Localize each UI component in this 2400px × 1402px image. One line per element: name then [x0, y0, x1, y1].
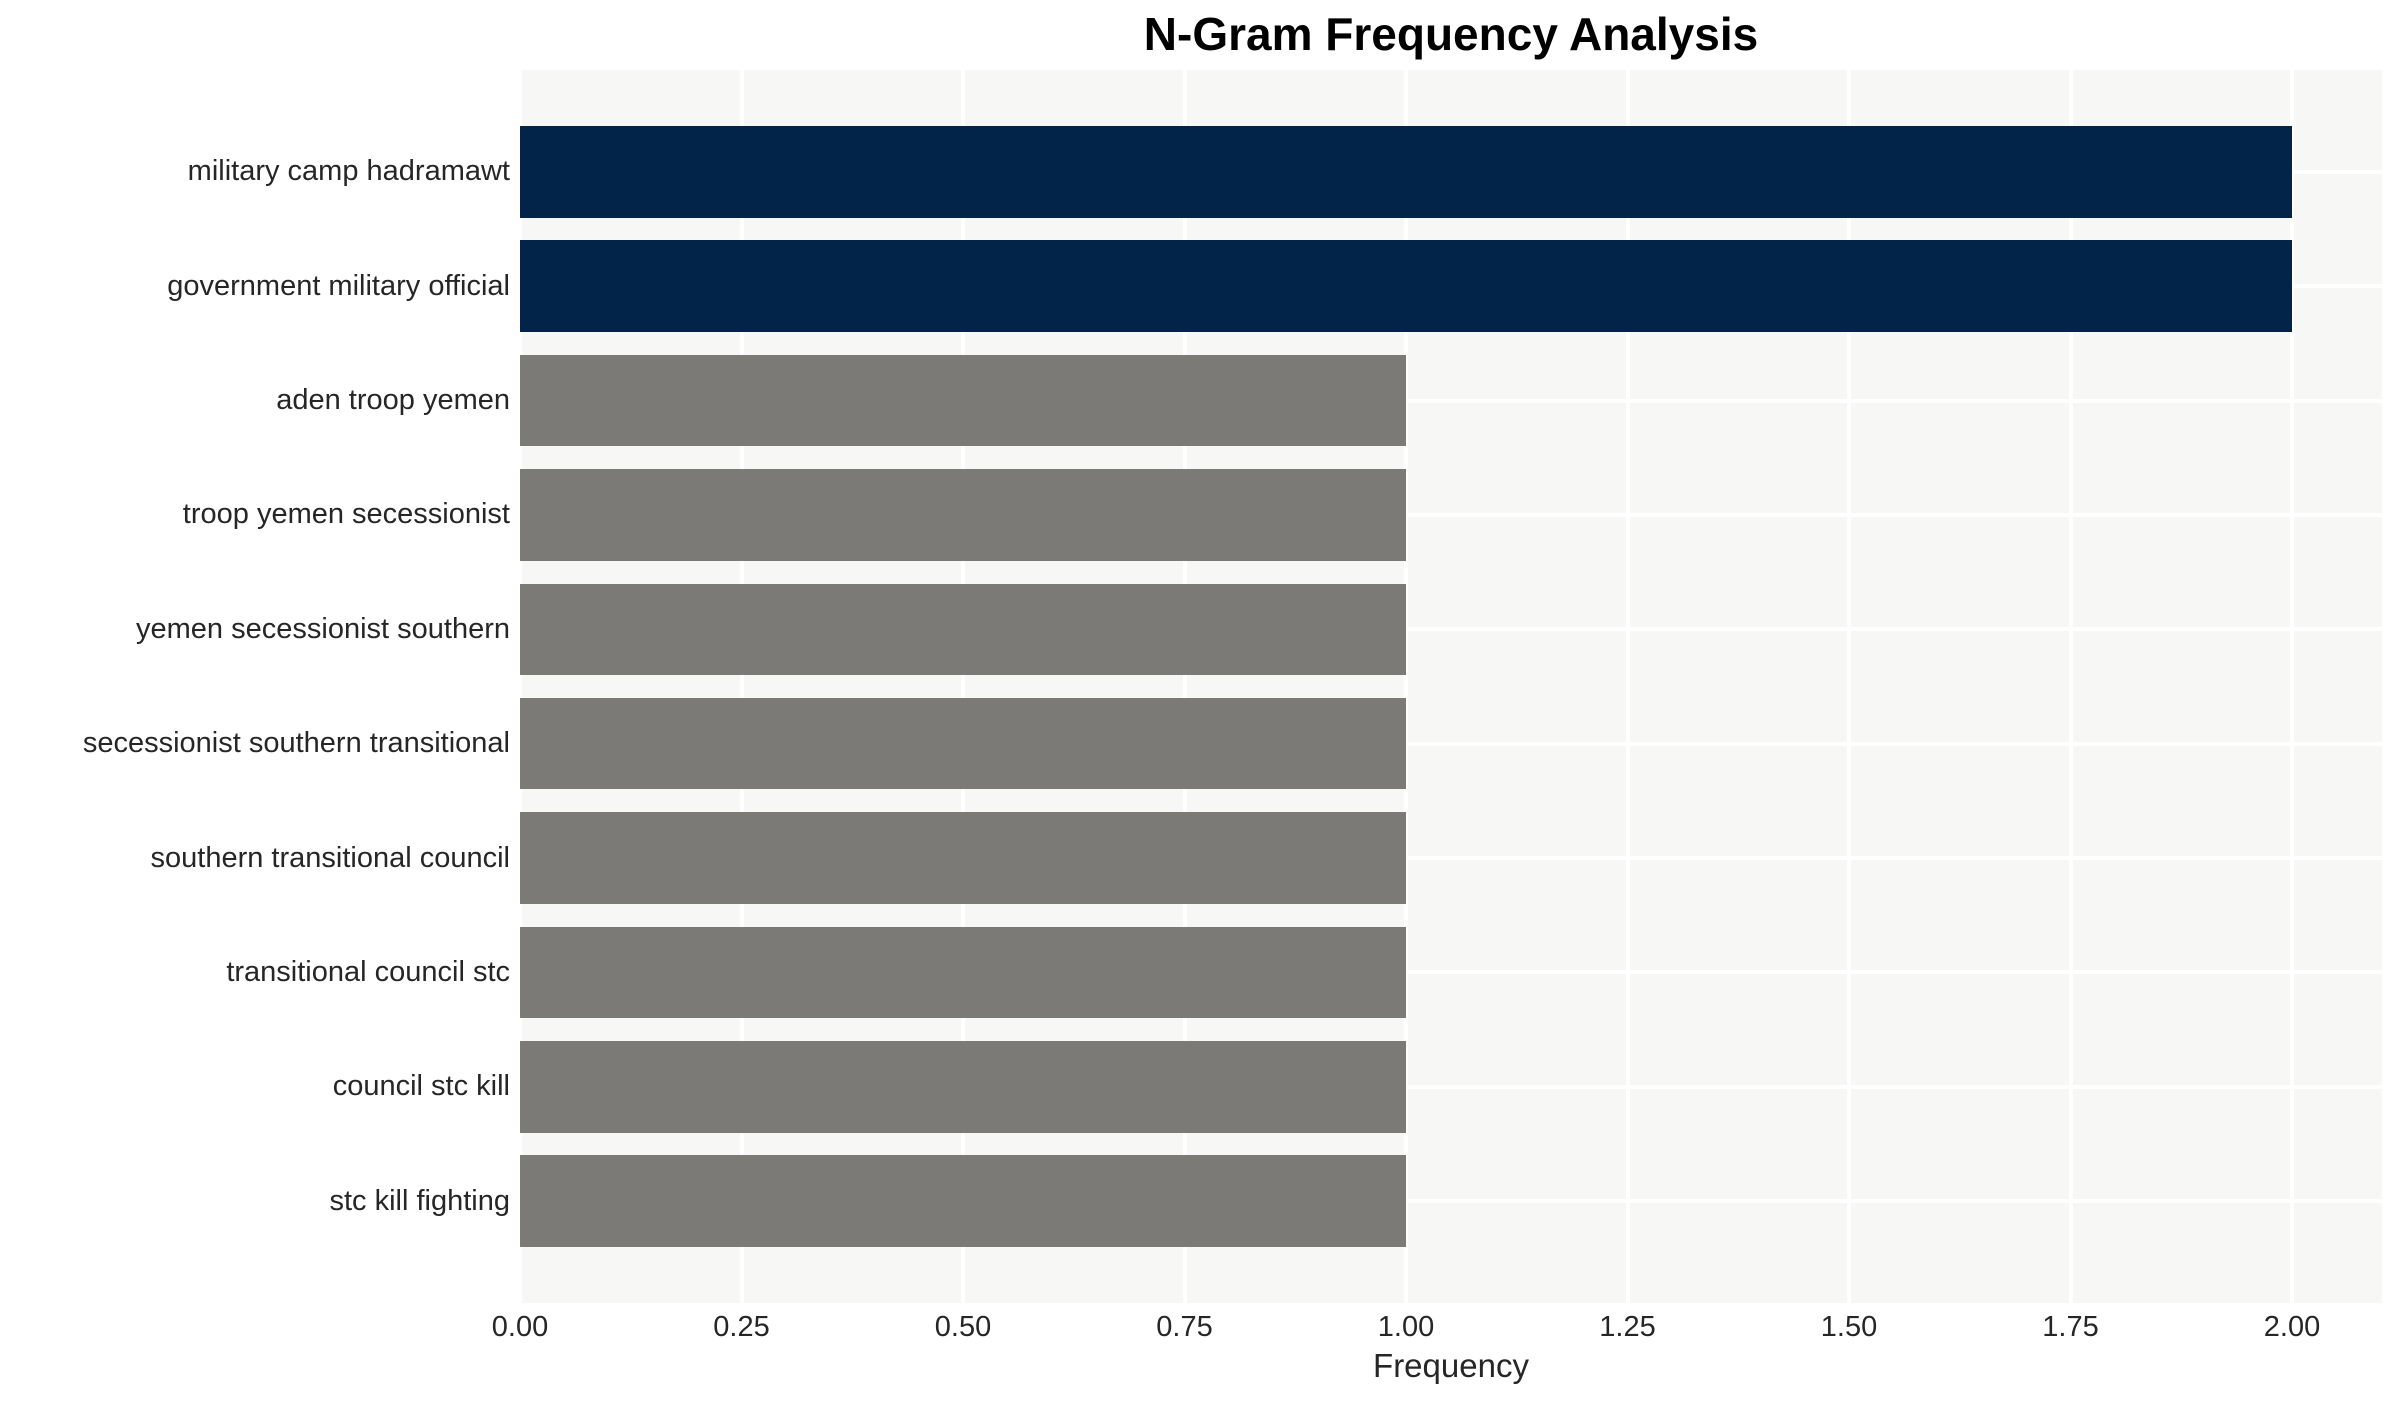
- y-tick-label: government military official: [167, 269, 510, 302]
- y-tick-label: troop yemen secessionist: [182, 498, 510, 531]
- v-gridline: [1404, 70, 1408, 1303]
- v-gridline: [739, 70, 744, 1303]
- h-gridline: [520, 512, 2382, 517]
- h-gridline: [520, 856, 2382, 861]
- y-tick-label: yemen secessionist southern: [136, 612, 510, 645]
- x-tick-label: 0.50: [934, 1311, 992, 1343]
- bar: [520, 240, 2292, 332]
- y-tick-label: southern transitional council: [150, 841, 510, 874]
- v-gridline: [1847, 70, 1851, 1303]
- bar: [520, 1155, 1406, 1247]
- y-tick-label: stc kill fighting: [329, 1184, 510, 1217]
- h-gridline: [520, 970, 2382, 975]
- h-gridline: [520, 1084, 2382, 1089]
- x-tick-label: 1.25: [1599, 1311, 1656, 1343]
- bar: [520, 926, 1406, 1019]
- bar: [520, 812, 1406, 904]
- v-gridline: [961, 70, 965, 1303]
- v-gridline: [2290, 70, 2294, 1303]
- v-gridline: [518, 70, 522, 1303]
- bar: [520, 583, 1406, 676]
- h-gridline: [520, 741, 2382, 746]
- h-gridline: [520, 627, 2382, 632]
- x-axis-title: Frequency: [1373, 1347, 1529, 1384]
- x-tick-label: 2.00: [2263, 1311, 2321, 1343]
- bar: [520, 354, 1406, 447]
- v-gridline: [1625, 70, 1630, 1303]
- bar: [520, 697, 1406, 790]
- v-gridline: [1182, 70, 1187, 1303]
- plot-area: [518, 70, 2382, 1303]
- y-tick-label: council stc kill: [332, 1070, 510, 1103]
- x-tick-label: 1.00: [1377, 1311, 1435, 1343]
- x-tick-label: 1.75: [2042, 1311, 2099, 1343]
- v-gridline: [2068, 70, 2073, 1303]
- bar: [520, 469, 1406, 561]
- h-gridline: [520, 1199, 2382, 1204]
- y-tick-label: transitional council stc: [226, 955, 510, 988]
- x-tick-label: 1.50: [1820, 1311, 1878, 1343]
- y-tick-label: military camp hadramawt: [187, 155, 510, 188]
- x-tick-label: 0.75: [1156, 1311, 1213, 1343]
- h-gridline: [520, 398, 2382, 403]
- bar: [520, 1041, 1406, 1133]
- bar: [520, 126, 2292, 218]
- chart-title: N-Gram Frequency Analysis: [1143, 8, 1759, 60]
- y-tick-label: aden troop yemen: [276, 384, 510, 417]
- x-tick-label: 0.00: [491, 1311, 549, 1343]
- y-tick-label: secessionist southern transitional: [82, 727, 510, 760]
- x-tick-label: 0.25: [713, 1311, 770, 1343]
